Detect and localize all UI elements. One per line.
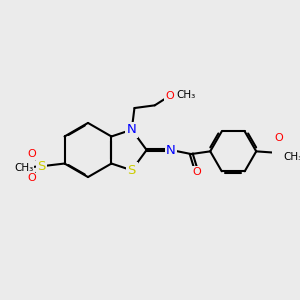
Text: O: O <box>192 167 201 177</box>
Text: O: O <box>275 133 284 143</box>
Text: N: N <box>166 143 176 157</box>
Text: CH₃: CH₃ <box>283 152 300 162</box>
Text: CH₃: CH₃ <box>176 89 196 100</box>
Text: S: S <box>38 160 46 173</box>
Text: O: O <box>28 173 37 183</box>
Text: N: N <box>127 123 136 136</box>
Text: S: S <box>128 164 136 177</box>
Text: CH₃: CH₃ <box>14 163 34 172</box>
Text: O: O <box>28 149 37 159</box>
Text: O: O <box>165 91 174 101</box>
